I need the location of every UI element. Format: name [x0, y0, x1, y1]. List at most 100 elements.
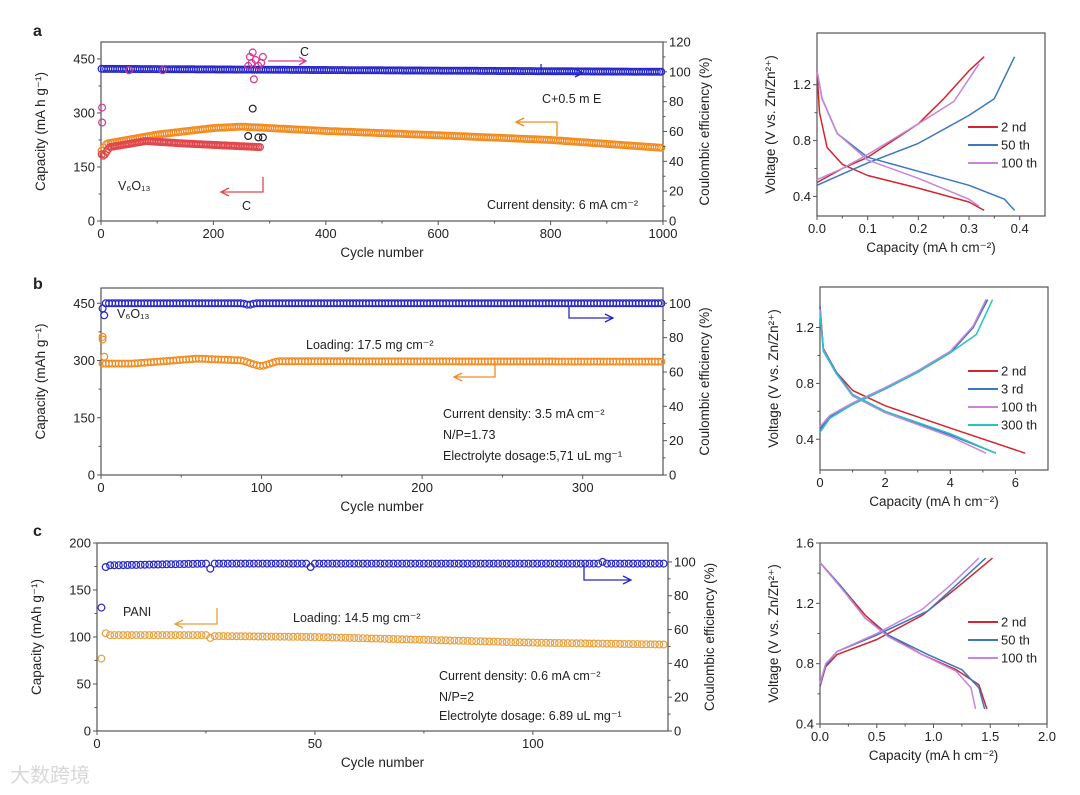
- data-point: [602, 559, 611, 568]
- data-point: [263, 559, 272, 568]
- legend-label: 2 nd: [1001, 364, 1026, 379]
- curve-100th-discharge: [819, 562, 977, 710]
- data-point: [267, 559, 276, 568]
- y-tick-label: 450: [73, 296, 95, 311]
- data-point: [98, 118, 107, 127]
- data-point: [642, 640, 651, 649]
- data-point: [302, 632, 311, 641]
- data-point: [546, 559, 555, 568]
- data-point: [101, 562, 110, 571]
- data-point: [345, 559, 354, 568]
- data-point: [550, 559, 559, 568]
- data-point: [572, 639, 581, 648]
- data-point: [310, 559, 319, 568]
- data-series: [819, 299, 1026, 454]
- curve-3rd-charge: [819, 299, 989, 430]
- red-arrow-left-icon: [219, 177, 264, 197]
- data-point: [123, 631, 132, 640]
- y-tick-label: 50: [77, 677, 91, 692]
- data-point: [602, 639, 611, 648]
- plot-frame: [100, 287, 664, 476]
- data-point: [110, 561, 119, 570]
- x-tick-label: 300: [572, 480, 594, 495]
- data-point: [258, 133, 267, 142]
- data-point: [380, 634, 389, 643]
- y-tick-label: 200: [69, 536, 91, 551]
- data-point: [258, 52, 267, 61]
- data-point: [245, 632, 254, 641]
- annotation-material-b: V₆O₁₃: [117, 307, 149, 321]
- y-tick-label: 150: [73, 410, 95, 425]
- legend-label: 3 rd: [1001, 382, 1023, 397]
- data-point: [297, 632, 306, 641]
- data-point: [289, 559, 298, 568]
- data-point: [136, 560, 145, 569]
- y-right-tick-label: 60: [674, 622, 688, 637]
- data-point: [559, 559, 568, 568]
- data-point: [454, 559, 463, 568]
- data-point: [280, 632, 289, 641]
- data-point: [97, 603, 106, 612]
- curve-50th-discharge: [819, 562, 986, 710]
- data-point: [494, 637, 503, 646]
- data-point: [289, 632, 298, 641]
- orange-arrow-left-icon: [514, 117, 558, 136]
- data-point: [372, 634, 381, 643]
- legend-label: 2 nd: [1001, 615, 1026, 630]
- data-point: [585, 639, 594, 648]
- data-series: [819, 557, 993, 710]
- data-point: [328, 559, 337, 568]
- data-point: [193, 559, 202, 568]
- y-right-tick-label: 40: [669, 399, 683, 414]
- data-point: [655, 640, 664, 649]
- data-point: [114, 561, 123, 570]
- orange-arrow-left-icon: [173, 608, 218, 629]
- data-point: [324, 559, 333, 568]
- data-point: [180, 559, 189, 568]
- y-right-tick-label: 20: [669, 184, 683, 199]
- data-point: [210, 632, 219, 641]
- charts-layer: 0 200 400 600 800 100001503004500204060801001…: [29, 32, 1056, 770]
- y-right-tick-label: 100: [669, 64, 691, 79]
- curve-2nd-discharge: [819, 306, 1026, 454]
- curve-100th-charge: [819, 557, 980, 684]
- annotation-material-c: PANI: [123, 605, 151, 619]
- data-point: [162, 631, 171, 640]
- curve-100th-discharge: [816, 70, 980, 207]
- data-point: [411, 635, 420, 644]
- data-point: [188, 559, 197, 568]
- plot-frame: [819, 286, 1049, 471]
- data-point: [537, 559, 546, 568]
- data-point: [127, 631, 136, 640]
- annotation-current-c: Current density: 0.6 mA cm⁻²: [439, 669, 601, 683]
- data-point: [158, 560, 167, 569]
- x-axis-title: Cycle number: [340, 245, 424, 260]
- data-point: [140, 560, 149, 569]
- x-tick-label: 1000: [649, 226, 678, 241]
- data-point: [633, 559, 642, 568]
- legend-label: 50 th: [1001, 138, 1030, 153]
- series-c-coulombic-efficiency: [98, 48, 267, 127]
- data-point: [485, 637, 494, 646]
- data-point: [607, 559, 616, 568]
- data-point: [537, 638, 546, 647]
- data-point: [223, 559, 232, 568]
- data-point: [657, 143, 666, 152]
- data-point: [433, 636, 442, 645]
- data-point: [563, 559, 572, 568]
- data-point: [659, 559, 668, 568]
- legend-label: 100 th: [1001, 651, 1037, 666]
- data-point: [515, 559, 524, 568]
- data-point: [158, 631, 167, 640]
- x-tick-label: 2.0: [1038, 729, 1056, 744]
- data-point: [228, 632, 237, 641]
- data-point: [332, 559, 341, 568]
- data-point: [276, 632, 285, 641]
- x-tick-label: 100: [522, 736, 544, 751]
- x-tick-label: 4: [947, 475, 954, 490]
- x-tick-label: 200: [411, 480, 433, 495]
- plot-frame: [816, 32, 1046, 217]
- data-point: [184, 631, 193, 640]
- data-point: [372, 559, 381, 568]
